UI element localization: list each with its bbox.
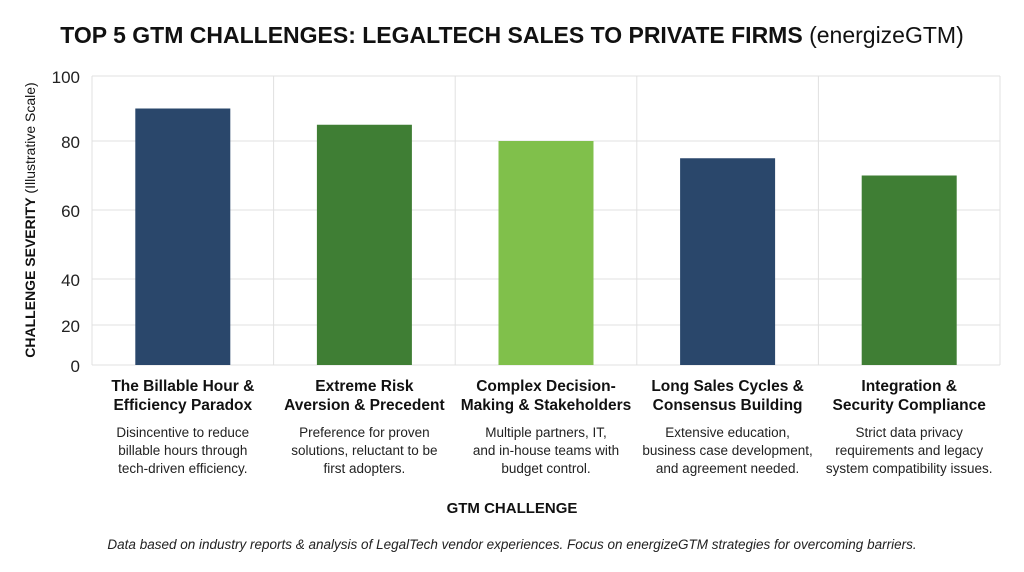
footnote: Data based on industry reports & analysi…	[107, 537, 917, 552]
y-tick-label: 20	[61, 317, 80, 336]
x-tick-label: Integration & Security Compliance Strict d…	[818, 377, 1000, 478]
category-description: Disincentive to reduce billable hours thr…	[116, 425, 250, 476]
bar	[498, 141, 594, 365]
category-description: Preference for proven solutions, reluctan…	[291, 425, 438, 476]
x-tick-label: The Billable Hour & Efficiency Paradox Dis…	[92, 377, 274, 478]
y-axis-label-suffix: (Illustrative Scale)	[22, 82, 38, 194]
category-description: Extensive education, business case develo…	[642, 425, 813, 476]
category-description: Multiple partners, IT, and in-house teams…	[472, 425, 620, 476]
y-tick-label: 100	[52, 68, 80, 87]
y-axis-label: CHALLENGE SEVERITY (Illustrative Scale)	[22, 82, 38, 357]
y-tick-label: 60	[61, 202, 80, 221]
bar	[680, 158, 776, 365]
chart-title-main: TOP 5 GTM CHALLENGES: LEGALTECH SALES TO…	[60, 22, 803, 48]
chart-title-suffix: (energizeGTM)	[809, 22, 964, 48]
y-tick-label: 80	[61, 133, 80, 152]
x-tick-label: Complex Decision- Making & Stakeholders Mu…	[455, 377, 637, 478]
category-label: The Billable Hour & Efficiency Paradox	[111, 378, 255, 414]
bar	[316, 124, 412, 365]
x-tick-label: Extreme Risk Aversion & Precedent Preferen…	[273, 377, 455, 478]
category-label: Extreme Risk Aversion & Precedent	[284, 378, 445, 414]
category-label: Long Sales Cycles & Consensus Building	[651, 378, 804, 414]
y-tick-label: 40	[61, 271, 80, 290]
category-label: Integration & Security Compliance	[832, 378, 986, 414]
category-label: Complex Decision- Making & Stakeholders	[460, 378, 632, 414]
x-axis-label: GTM CHALLENGE	[446, 500, 578, 517]
bar	[135, 108, 231, 365]
y-tick-label: 0	[71, 357, 80, 376]
chart-title: TOP 5 GTM CHALLENGES: LEGALTECH SALES TO…	[0, 22, 1024, 49]
x-tick-label: Long Sales Cycles & Consensus Building Ext…	[637, 377, 819, 478]
category-description: Strict data privacy requirements and lega…	[825, 425, 993, 476]
y-axis-label-main: CHALLENGE SEVERITY	[22, 197, 38, 358]
bar	[861, 175, 957, 365]
